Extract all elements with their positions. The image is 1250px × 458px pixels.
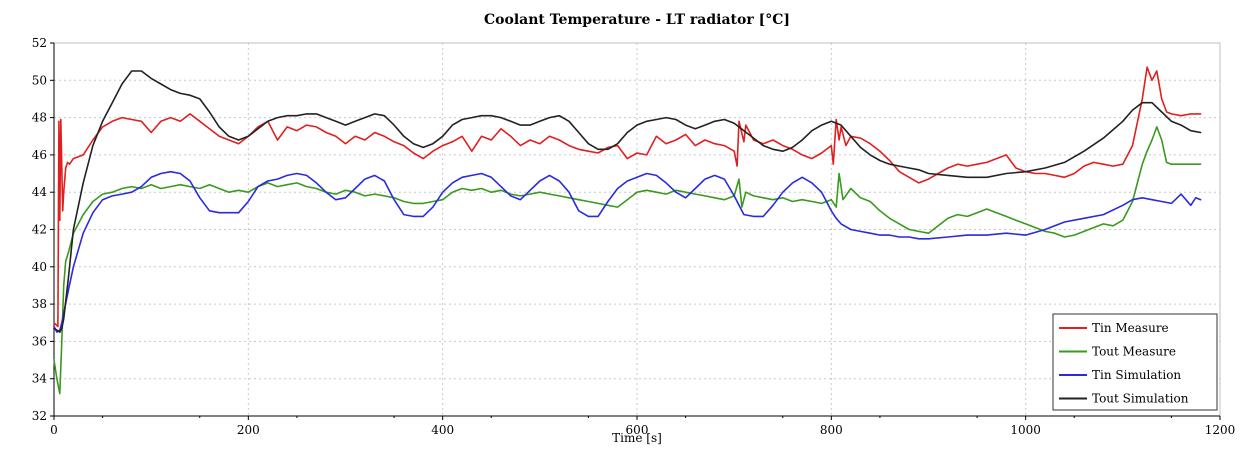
y-tick-label: 40	[32, 260, 47, 274]
x-tick-label: 400	[431, 423, 454, 437]
y-tick-label: 42	[32, 223, 47, 237]
series-line-tin-simulation	[53, 170, 1202, 333]
legend-label-tout-simulation: Tout Simulation	[1092, 392, 1189, 406]
chart-title: Coolant Temperature - LT radiator [°C]	[484, 12, 790, 28]
legend: Tin Measure Tout Measure Tin Simulation Tou…	[1052, 313, 1218, 411]
y-tick-label: 48	[32, 111, 47, 125]
axes: 32 34 36 38 40 42 44 46 48 50 52 0 200 400 600 800 1000 1…	[32, 36, 1236, 437]
legend-box	[1052, 313, 1218, 411]
legend-label-tout-measure: Tout Measure	[1092, 345, 1176, 359]
grid	[54, 43, 1220, 416]
y-tick-label: 44	[32, 185, 48, 199]
legend-label-tin-measure: Tin Measure	[1092, 321, 1169, 335]
series-group	[53, 66, 1202, 395]
legend-label-tin-simulation: Tin Simulation	[1092, 368, 1181, 382]
x-tick-label: 600	[626, 423, 649, 437]
x-axis-label: Time [s]	[612, 431, 662, 445]
y-tick-label: 46	[32, 148, 47, 162]
y-tick-label: 50	[32, 73, 47, 87]
series-line-tin-measure	[53, 66, 1202, 328]
series-line-tout-measure	[53, 126, 1202, 395]
x-tick-label: 1000	[1010, 423, 1041, 437]
x-tick-label: 800	[820, 423, 843, 437]
y-tick-label: 32	[32, 409, 47, 423]
y-tick-label: 52	[32, 36, 47, 50]
y-tick-label: 36	[32, 334, 47, 348]
x-tick-label: 200	[237, 423, 260, 437]
x-tick-label: 1200	[1205, 423, 1236, 437]
y-tick-label: 38	[32, 297, 47, 311]
series-line-tout-simulation	[53, 70, 1202, 333]
y-tick-label: 34	[32, 372, 48, 386]
x-tick-label: 0	[50, 423, 58, 437]
